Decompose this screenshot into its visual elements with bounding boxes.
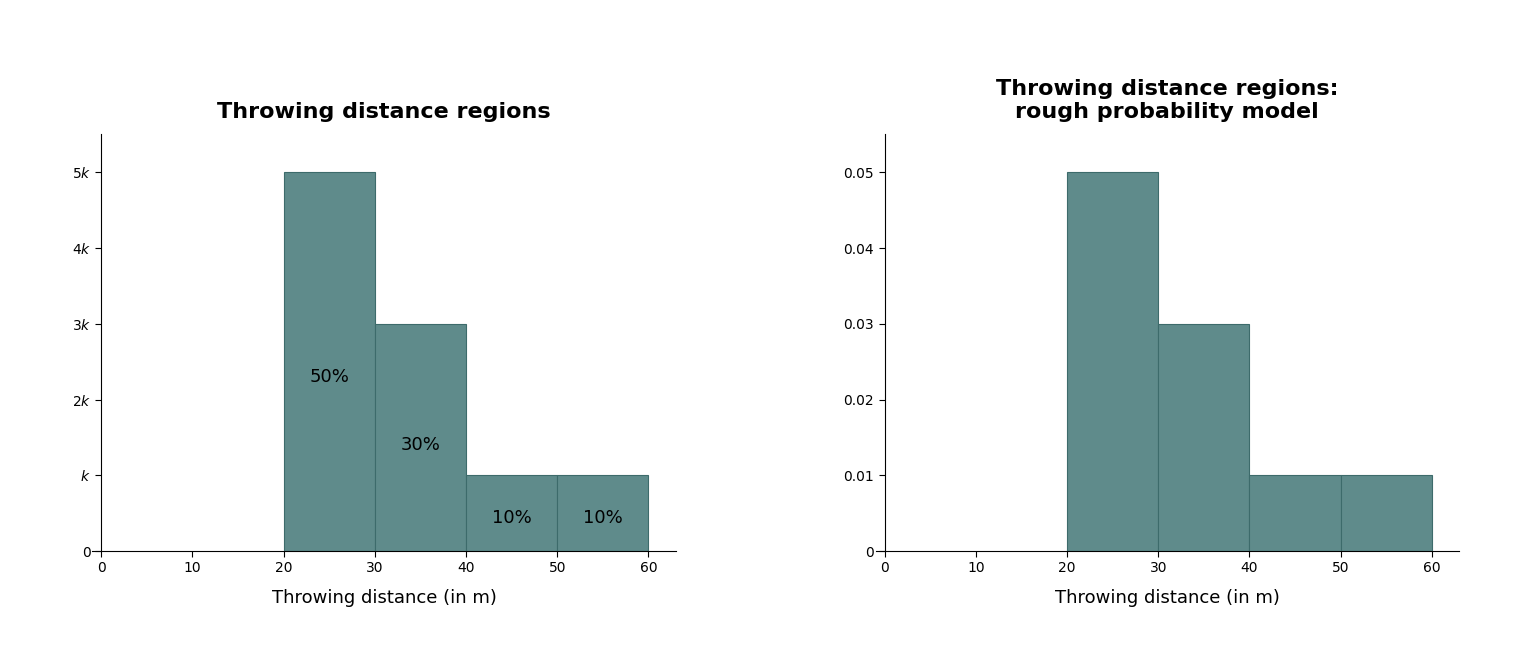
X-axis label: Throwing distance (in m): Throwing distance (in m) (272, 589, 496, 607)
Bar (1068, 172, 1158, 551)
Text: 50%: 50% (309, 368, 349, 386)
Bar (1249, 475, 1341, 551)
Bar (375, 324, 465, 551)
X-axis label: Throwing distance (in m): Throwing distance (in m) (1055, 589, 1279, 607)
Bar (465, 475, 558, 551)
Text: 30%: 30% (401, 436, 441, 454)
Title: Throwing distance regions: Throwing distance regions (217, 101, 551, 122)
Bar (284, 172, 375, 551)
Bar (1158, 324, 1249, 551)
Bar (558, 475, 648, 551)
Text: 10%: 10% (492, 509, 531, 528)
Title: Throwing distance regions:
rough probability model: Throwing distance regions: rough probabi… (997, 79, 1338, 122)
Text: 10%: 10% (584, 509, 622, 528)
Bar (1341, 475, 1432, 551)
